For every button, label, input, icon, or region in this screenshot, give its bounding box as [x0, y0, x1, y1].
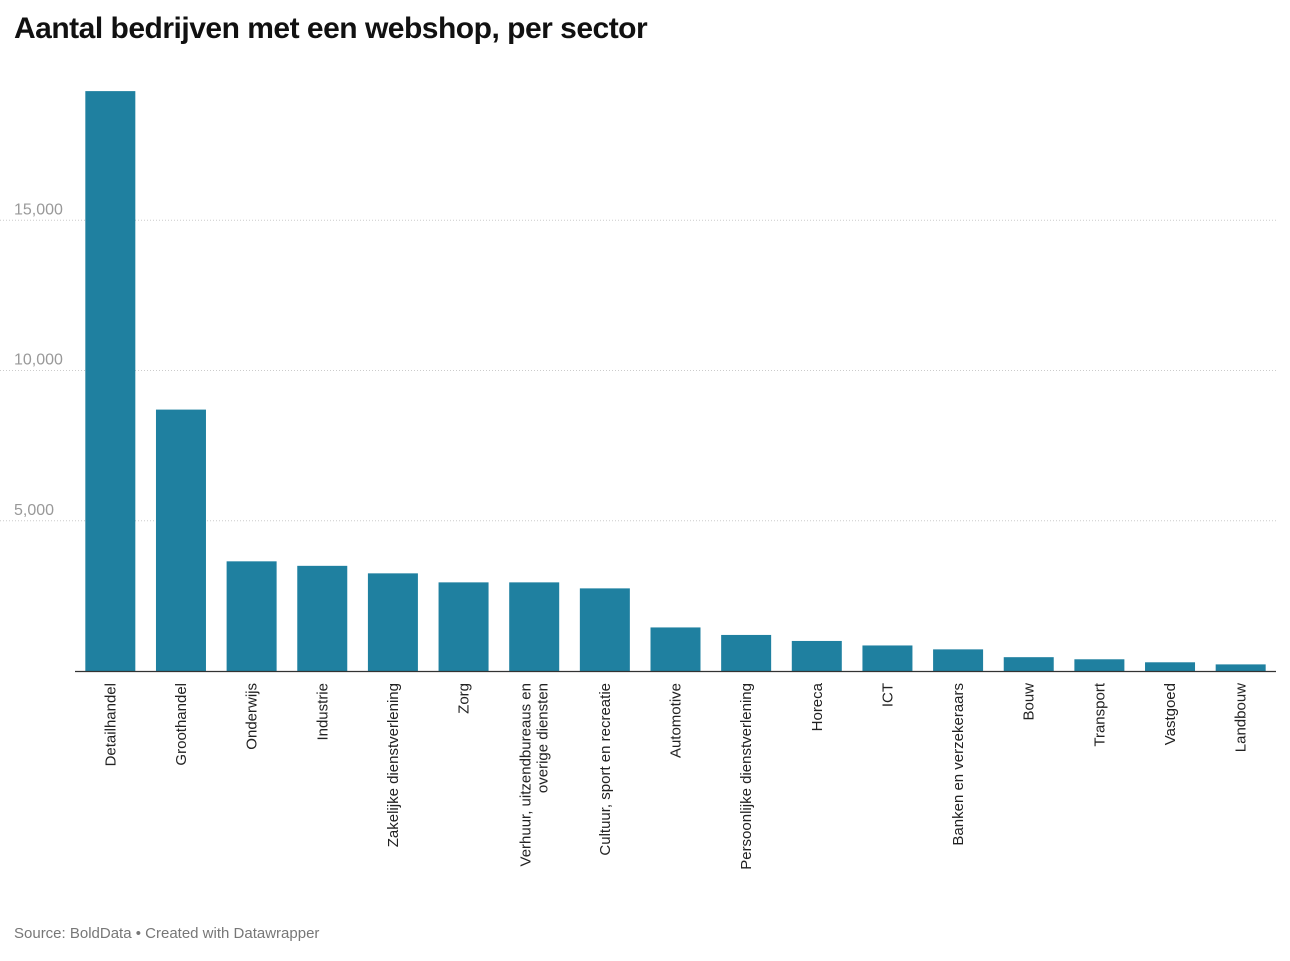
x-tick-label-line: Landbouw [1233, 683, 1250, 752]
y-tick-label: 10,000 [14, 352, 63, 369]
chart-title: Aantal bedrijven met een webshop, per se… [14, 12, 648, 45]
x-tick-label-line: Horeca [809, 682, 826, 731]
bar [85, 91, 136, 672]
bar [791, 640, 842, 671]
bar [862, 645, 913, 671]
x-tick-label-line: Cultuur, sport en recreatie [597, 683, 614, 856]
x-tick-label: Zakelijke dienstverlening [385, 683, 402, 847]
source-note: Source: BoldData • Created with Datawrap… [14, 925, 320, 942]
x-tick-label-line: Detailhandel [102, 683, 119, 766]
x-tick-label-line: Industrie [314, 683, 331, 741]
bar [297, 565, 348, 671]
bar [367, 573, 418, 671]
x-tick-label: Onderwijs [244, 683, 261, 750]
x-tick-label: Bouw [1021, 683, 1038, 721]
x-tick-label-line: overige diensten [535, 683, 552, 793]
x-tick-label-line: Groothandel [173, 683, 190, 766]
bar [1074, 659, 1125, 671]
x-tick-label: Groothandel [173, 683, 190, 766]
x-tick-label: Banken en verzekeraars [950, 683, 967, 846]
x-tick-label: Transport [1091, 682, 1108, 746]
y-tick-label: 15,000 [14, 201, 63, 218]
x-tick-label-line: Banken en verzekeraars [950, 683, 967, 846]
bar [155, 409, 206, 671]
bar [1215, 664, 1266, 671]
bar [438, 582, 489, 671]
x-tick-label: Vastgoed [1162, 683, 1179, 745]
x-tick-label-line: ICT [879, 683, 896, 707]
x-tick-label: Zorg [456, 683, 473, 714]
x-tick-label-line: Onderwijs [244, 683, 261, 750]
x-tick-label-line: Bouw [1021, 683, 1038, 721]
x-tick-label-line: Transport [1091, 682, 1108, 746]
x-tick-label: Horeca [809, 682, 826, 731]
x-tick-label: Cultuur, sport en recreatie [597, 683, 614, 856]
bar [933, 649, 984, 671]
x-tick-label-line: Persoonlijke dienstverlening [738, 683, 755, 870]
bar [226, 561, 277, 671]
x-tick-label: Landbouw [1233, 683, 1250, 752]
x-tick-label-line: Vastgoed [1162, 683, 1179, 745]
bars [85, 91, 1266, 672]
bar [1003, 657, 1054, 671]
x-tick-label-line: Zorg [456, 683, 473, 714]
y-tick-label: 5,000 [14, 502, 54, 519]
x-tick-label-line: Zakelijke dienstverlening [385, 683, 402, 847]
x-tick-label-line: Automotive [668, 683, 685, 758]
x-tick-label-line: Verhuur, uitzendbureaus en [518, 683, 535, 866]
x-tick-label: Detailhandel [102, 683, 119, 766]
bar [721, 634, 772, 671]
bar [509, 582, 560, 671]
x-tick-label: Industrie [314, 683, 331, 741]
bar [1145, 662, 1196, 671]
gridlines: 5,000 10,000 15,000 [0, 201, 1276, 522]
x-tick-label: Persoonlijke dienstverlening [738, 683, 755, 870]
bar [579, 588, 630, 671]
x-tick-label: ICT [879, 683, 896, 707]
category-labels: Detailhandel Groothandel Onderwijs Industri… [102, 682, 1249, 870]
x-tick-label: Automotive [668, 683, 685, 758]
x-tick-label: Verhuur, uitzendbureaus enoverige dienst… [518, 683, 552, 866]
bar [650, 627, 701, 671]
